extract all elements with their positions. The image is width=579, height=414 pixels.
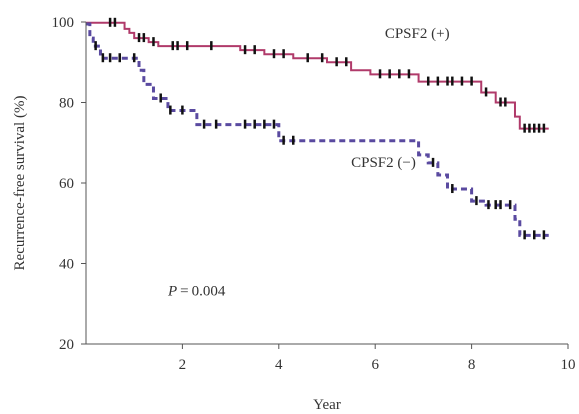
series-label: CPSF2 (−): [351, 155, 416, 171]
axes: [85, 22, 568, 345]
x-tick-label: 4: [275, 357, 283, 373]
x-tick-label: 2: [179, 357, 187, 373]
y-tick-label: 60: [59, 176, 74, 192]
y-tick-label: 40: [59, 257, 74, 273]
y-tick-label: 100: [52, 15, 75, 31]
x-tick-label: 6: [371, 357, 379, 373]
y-tick-label: 20: [59, 337, 74, 353]
y-axis-title: Recurrence-free survival (%): [12, 96, 28, 271]
axis-ticks: 2 4 6 8 10 20 40 60 80 100: [52, 15, 576, 373]
p-value-annotation: P = 0.004: [167, 284, 226, 300]
series-line-1: [86, 22, 549, 237]
series-labels: CPSF2 (+) CPSF2 (−): [351, 26, 449, 171]
series-line-0: [86, 21, 549, 130]
annotations: P = 0.004: [167, 284, 226, 300]
y-tick-label: 80: [59, 96, 74, 112]
x-axis-title: Year: [313, 397, 341, 413]
plot-area: [86, 17, 549, 240]
x-tick-label: 10: [561, 357, 576, 373]
x-tick-label: 8: [468, 357, 476, 373]
series-label: CPSF2 (+): [385, 26, 450, 42]
